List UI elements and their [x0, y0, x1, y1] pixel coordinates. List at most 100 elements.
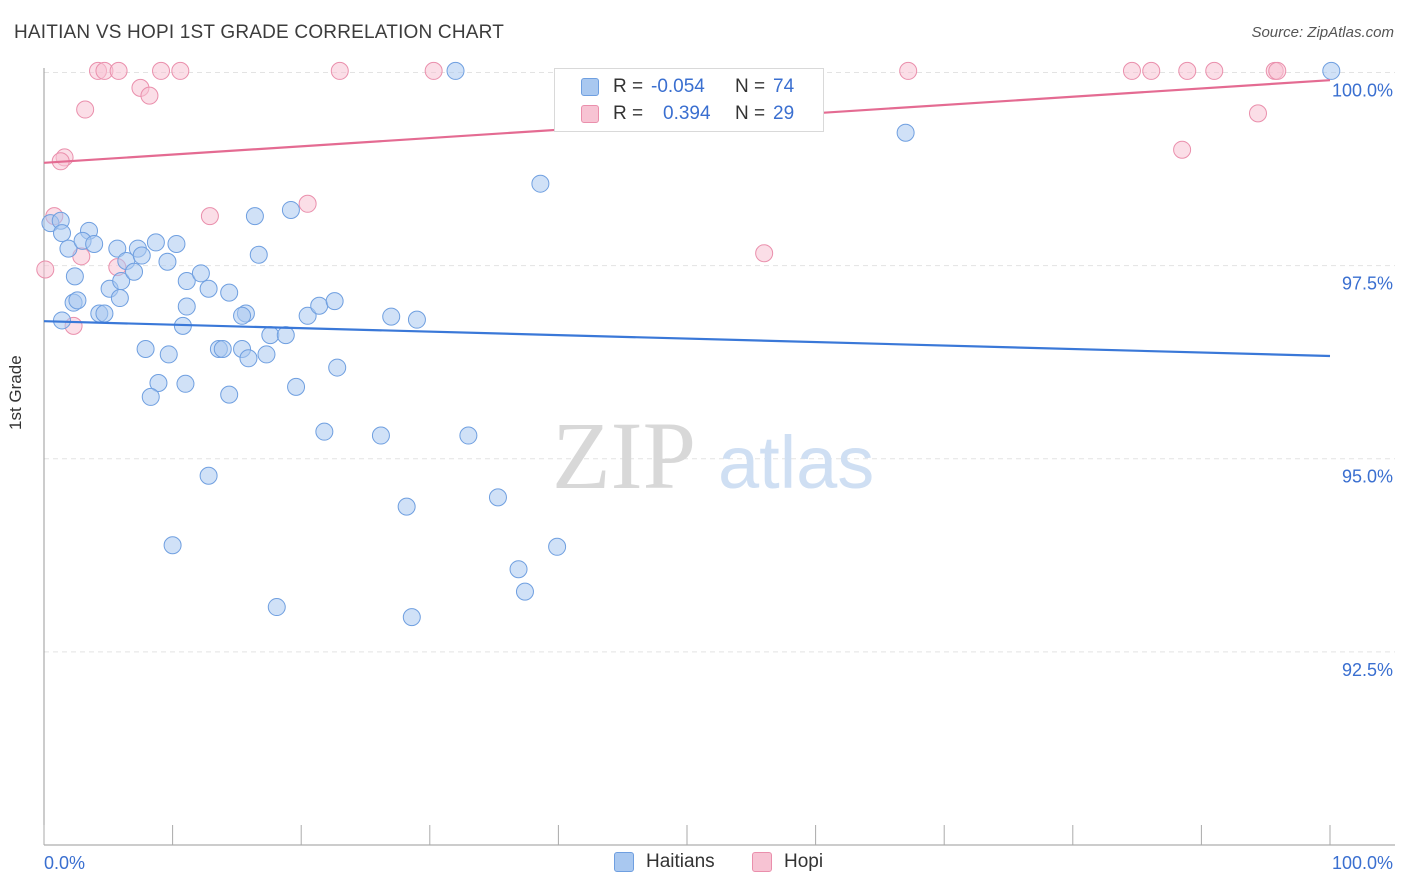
haitian-point: [371, 426, 390, 445]
haitian-point: [191, 264, 210, 283]
hopi-point: [200, 207, 219, 226]
hopi-point: [755, 244, 774, 263]
legend-n-value: 29: [773, 103, 795, 124]
haitian-point: [220, 385, 239, 404]
haitian-point: [108, 239, 127, 258]
hopi-point: [899, 61, 918, 80]
haitian-point: [199, 279, 218, 298]
haitian-point: [382, 307, 401, 326]
legend-label-hopi: Hopi: [784, 851, 824, 872]
legend-swatch-haitians: [614, 852, 634, 872]
haitian-point: [59, 239, 78, 258]
haitian-point: [325, 292, 344, 311]
haitian-point: [199, 466, 218, 485]
tick-labels: 100.0% 97.5% 95.0% 92.5% 0.0% 100.0%: [44, 80, 1393, 873]
legend-row-haitians: R = -0.054 N = 74: [555, 74, 794, 100]
haitian-point: [213, 340, 232, 359]
hopi-point: [76, 100, 95, 119]
haitian-point: [245, 207, 264, 226]
hopi-point: [140, 86, 159, 105]
hopi-point: [1248, 104, 1267, 123]
haitian-point: [68, 291, 87, 310]
haitian-point: [132, 246, 151, 265]
haitian-point: [95, 304, 114, 323]
hopi-point: [298, 194, 317, 213]
haitian-point: [407, 310, 426, 329]
legend-n-label: N =: [735, 103, 766, 124]
haitian-point: [261, 326, 280, 345]
haitian-point: [1322, 61, 1341, 80]
legend-r-label: R =: [613, 103, 644, 124]
haitian-point: [459, 426, 478, 445]
y-axis-label: 1st Grade: [6, 355, 25, 430]
hopi-point: [36, 260, 55, 279]
legend-item-haitians[interactable]: Haitians: [614, 851, 715, 873]
haitian-point: [267, 598, 286, 617]
hopi-point: [109, 61, 128, 80]
legend-r-value: 0.394: [663, 103, 711, 124]
watermark: ZIP atlas: [552, 402, 874, 509]
haitian-point: [85, 234, 104, 253]
y-tick-label: 97.5%: [1342, 274, 1393, 294]
hopi-point: [1178, 61, 1197, 80]
hopi-point: [424, 61, 443, 80]
haitian-point: [548, 537, 567, 556]
haitian-point: [233, 306, 252, 325]
haitian-point: [287, 377, 306, 396]
legend-n-value: 74: [773, 76, 795, 97]
legend-swatch-hopi: [752, 852, 772, 872]
haitian-point: [159, 345, 178, 364]
haitian-point: [163, 536, 182, 555]
haitians-trend-line: [43, 320, 1331, 358]
hopi-point: [1122, 61, 1141, 80]
haitian-point: [310, 296, 329, 315]
axes: [43, 68, 1395, 846]
hopi-point: [1205, 61, 1224, 80]
y-tick-label: 100.0%: [1332, 80, 1393, 100]
series-legend: Haitians Hopi: [0, 851, 1406, 879]
legend-item-hopi[interactable]: Hopi: [752, 851, 823, 873]
haitian-point: [397, 497, 416, 516]
haitian-point: [276, 326, 295, 345]
haitian-point: [402, 608, 421, 627]
haitian-point: [298, 306, 317, 325]
haitian-point: [531, 174, 550, 193]
haitian-point: [220, 283, 239, 302]
chart-title: HAITIAN VS HOPI 1ST GRADE CORRELATION CH…: [14, 22, 505, 43]
haitian-point: [136, 340, 155, 359]
haitian-point: [239, 349, 258, 368]
haitian-point: [141, 387, 160, 406]
legend-swatch-hopi: [581, 105, 599, 123]
haitians-points: [41, 61, 1341, 627]
hopi-points: [36, 61, 1287, 335]
x-tick-label: 100.0%: [1332, 853, 1393, 873]
hopi-point: [152, 61, 171, 80]
y-tick-label: 92.5%: [1342, 660, 1393, 680]
haitian-point: [110, 289, 129, 308]
haitian-point: [249, 245, 268, 264]
haitian-point: [176, 374, 195, 393]
watermark-atlas: atlas: [718, 421, 874, 504]
haitian-point: [125, 262, 144, 281]
hopi-point: [330, 61, 349, 80]
haitian-point: [149, 374, 168, 393]
x-tick-label: 0.0%: [44, 853, 85, 873]
stats-legend: R = -0.054 N = 74 R = 0.394 N = 29: [554, 68, 824, 132]
haitian-point: [177, 297, 196, 316]
haitian-point: [515, 582, 534, 601]
hopi-point: [1268, 61, 1287, 80]
legend-label-haitians: Haitians: [646, 851, 715, 872]
haitian-point: [281, 200, 300, 219]
haitian-point: [896, 123, 915, 142]
hopi-point: [1142, 61, 1161, 80]
haitian-point: [158, 252, 177, 271]
source-attribution: Source: ZipAtlas.com: [1251, 24, 1394, 41]
hopi-point: [1173, 140, 1192, 159]
legend-swatch-haitians: [581, 78, 599, 96]
haitian-point: [488, 488, 507, 507]
haitian-point: [446, 61, 465, 80]
y-tick-label: 95.0%: [1342, 467, 1393, 487]
watermark-zip: ZIP: [552, 402, 696, 509]
legend-row-hopi: R = 0.394 N = 29: [555, 101, 794, 127]
